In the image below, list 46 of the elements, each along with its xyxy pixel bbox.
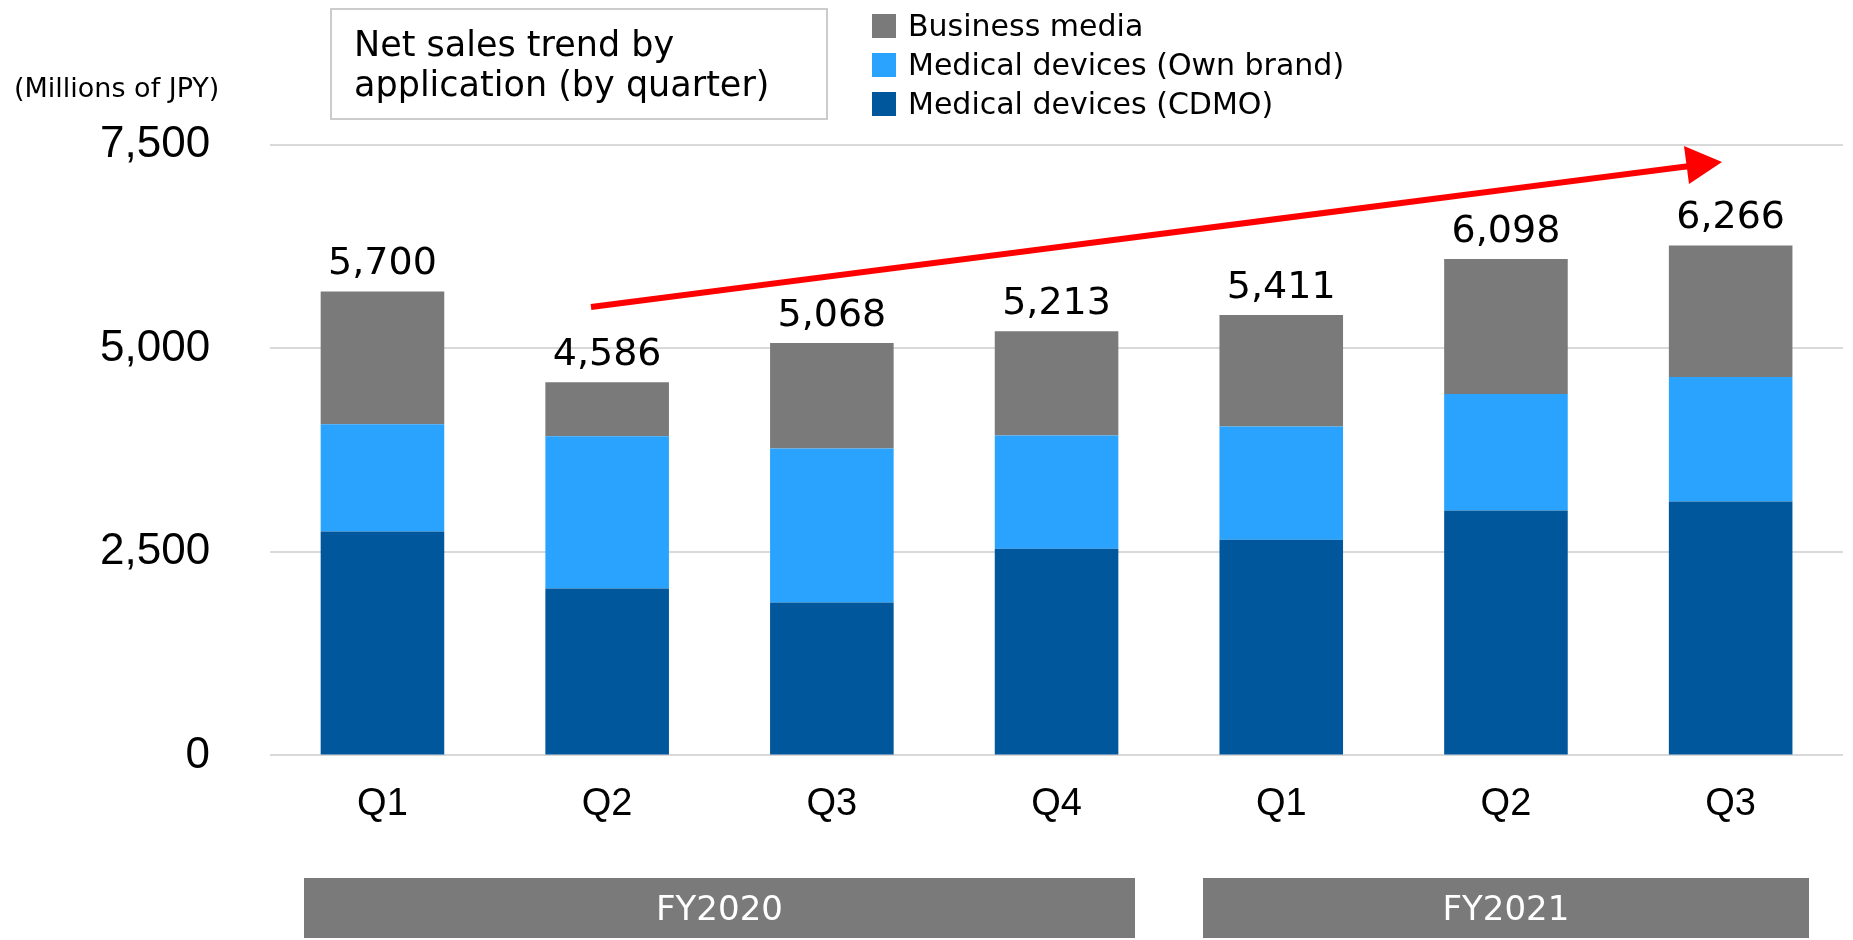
bar [1668,245,1793,377]
chart-title: Net sales trend by application (by quarter) [330,8,828,120]
bar [1444,510,1568,755]
legend-label: Business media [908,8,1144,43]
text: FY2020 [303,878,1136,938]
bar [1219,539,1344,755]
total-label: 6,266 [1676,193,1786,238]
bar [545,588,669,755]
bar [545,382,669,437]
bar [1668,501,1793,755]
bar [770,342,894,449]
y-tick-label: 0 [185,727,211,777]
bar [1668,376,1793,502]
y-tick-label: 7,500 [100,117,211,167]
bar [994,435,1119,549]
x-tick-label: Q2 [581,780,633,823]
bar [1444,259,1568,395]
bar [770,602,894,755]
y-tick-label: 2,500 [100,524,211,574]
bar [1219,315,1344,427]
legend-label: Medical devices (CDMO) [908,86,1274,121]
y-tick-label: 5,000 [100,320,211,370]
total-label: 5,411 [1226,262,1336,307]
x-tick-label: Q1 [357,780,408,823]
text: FY2021 [1202,878,1810,938]
bar [320,291,445,425]
total-label: 5,068 [777,290,887,335]
bar [320,531,445,755]
total-label: 4,586 [552,330,662,375]
x-tick-label: Q4 [1031,780,1082,823]
total-label: 6,098 [1451,206,1561,251]
total-label: 5,213 [1002,279,1111,324]
bar [770,448,894,603]
bar [994,548,1119,755]
bar [1444,394,1568,511]
legend-label: Medical devices (Own brand) [908,47,1345,82]
total-label: 5,700 [328,239,437,284]
bar [320,424,445,532]
bar [545,436,669,589]
x-tick-label: Q3 [1705,780,1756,823]
x-tick-label: Q2 [1480,780,1532,823]
bar [1219,426,1344,540]
y-axis-title: (Millions of JPY) [14,72,220,103]
x-tick-label: Q1 [1255,780,1307,823]
x-tick-label: Q3 [806,780,858,823]
bar [994,331,1119,436]
